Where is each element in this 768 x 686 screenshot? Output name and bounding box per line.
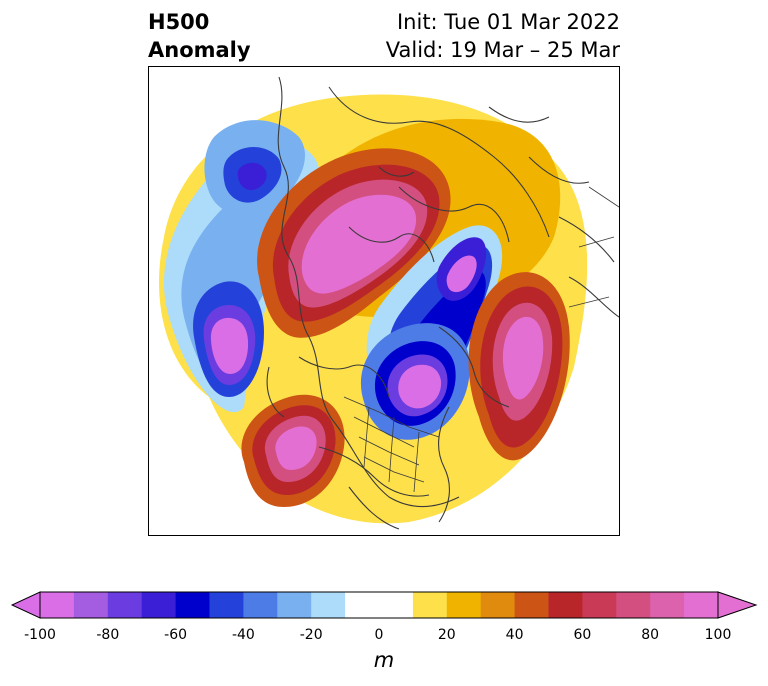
colorbar-bin — [548, 592, 583, 618]
colorbar-unit: m — [373, 648, 395, 672]
colorbar-bin — [107, 592, 143, 618]
state-borders — [343, 186, 619, 493]
colorbar-svg — [10, 591, 758, 619]
colorbar-bin — [650, 592, 685, 618]
colorbar-bin — [345, 592, 380, 618]
colorbar-bin — [582, 592, 617, 618]
colorbar-tick-label: 20 — [437, 627, 456, 643]
colorbar-tick-label: 100 — [704, 627, 732, 643]
valid-range: Valid: 19 Mar – 25 Mar — [385, 38, 620, 62]
plot-title: H500 Anomaly — [148, 8, 251, 64]
init-date: Init: Tue 01 Mar 2022 — [396, 10, 620, 34]
colorbar-bin — [209, 592, 244, 618]
colorbar-outline — [39, 591, 719, 619]
colorbar-bin — [175, 592, 210, 618]
colorbar-tick-label: 60 — [573, 627, 592, 643]
colorbar-extend-min — [10, 591, 41, 619]
colorbar-bin — [684, 592, 719, 618]
colorbar-tick-label: -100 — [24, 627, 56, 643]
anomaly-map-svg — [159, 76, 619, 530]
anomaly-field — [159, 94, 588, 524]
colorbar-tick-label: -80 — [96, 627, 120, 643]
colorbar-bin — [616, 592, 651, 618]
colorbar-tick-label: 0 — [374, 627, 384, 643]
colorbar-bin — [514, 592, 549, 618]
colorbar-bin — [311, 592, 346, 618]
title-variable: H500 — [148, 10, 210, 34]
colorbar-tick-label: 40 — [505, 627, 524, 643]
colorbar-tick-label: 80 — [641, 627, 660, 643]
colorbar-bin — [40, 592, 75, 618]
colorbar — [10, 590, 758, 620]
colorbar-bin — [73, 592, 109, 618]
colorbar-tick-label: -20 — [299, 627, 323, 643]
title-field: Anomaly — [148, 38, 251, 62]
colorbar-bin — [446, 592, 482, 618]
colorbar-bin — [141, 592, 177, 618]
colorbar-tick-label: -60 — [164, 627, 188, 643]
colorbar-bin — [277, 592, 312, 618]
colorbar-extend-max — [717, 591, 758, 619]
colorbar-bin — [243, 592, 278, 618]
coastlines — [266, 76, 619, 530]
colorbar-tick-label: -40 — [231, 627, 255, 643]
colorbar-bin — [412, 592, 448, 618]
colorbar-bin — [480, 592, 516, 618]
plot-dates: Init: Tue 01 Mar 2022 Valid: 19 Mar – 25… — [386, 8, 620, 64]
anomaly-map — [148, 66, 620, 536]
colorbar-bin — [379, 592, 414, 618]
